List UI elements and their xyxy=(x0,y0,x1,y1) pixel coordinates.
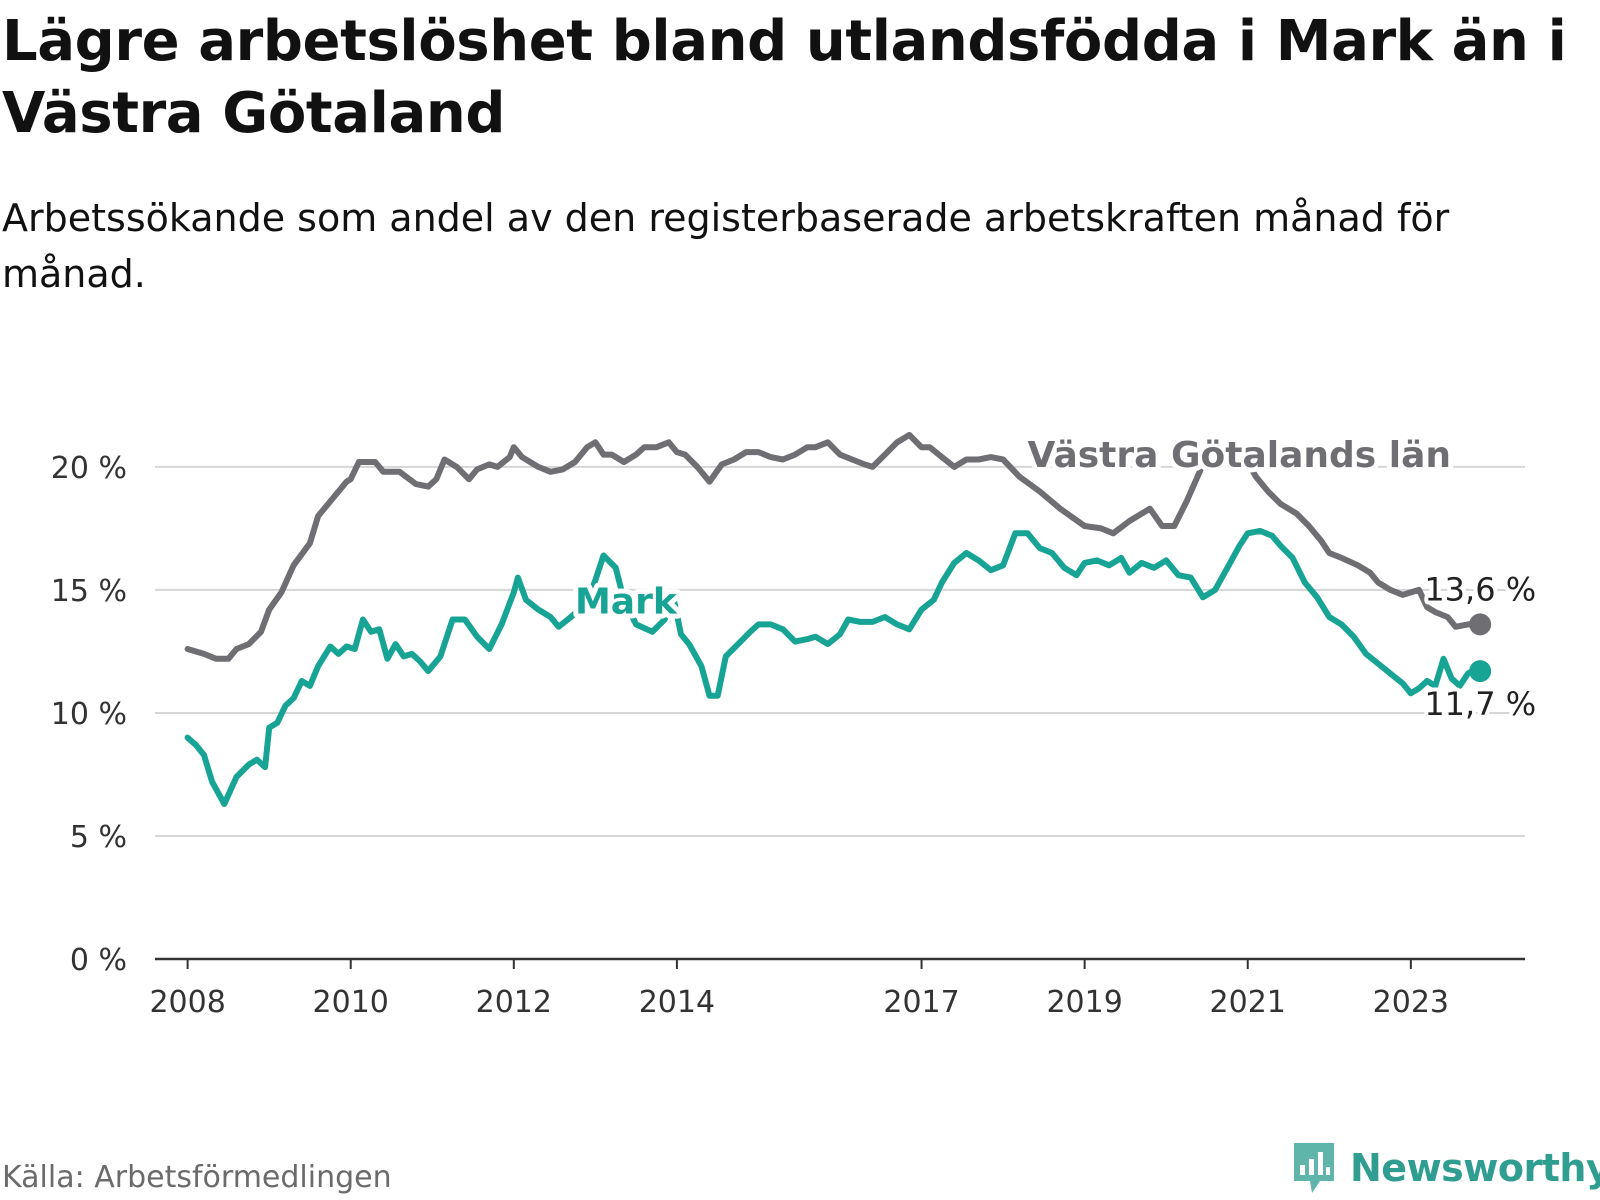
x-tick-label: 2010 xyxy=(313,985,389,1020)
y-tick-label: 0 % xyxy=(70,943,127,978)
series-label-1: Mark xyxy=(575,581,678,622)
bar-chart-logo-icon xyxy=(1294,1143,1334,1193)
x-tick-label: 2017 xyxy=(883,985,959,1020)
x-tick-label: 2021 xyxy=(1210,985,1286,1020)
end-value-label-0: 13,6 % xyxy=(1424,570,1536,608)
chart-title: Lägre arbetslöshet bland utlandsfödda i … xyxy=(2,9,1567,146)
end-label-halo: 11,7 % xyxy=(1424,685,1536,723)
x-tick-label: 2019 xyxy=(1046,985,1122,1020)
y-axis-ticks: 0 % 5 % 10 % 15 % 20 % xyxy=(51,451,127,978)
series-label-halo: Mark xyxy=(575,581,678,622)
x-tick-label: 2023 xyxy=(1373,985,1449,1020)
x-tick-label: 2014 xyxy=(639,985,715,1020)
y-tick-label: 10 % xyxy=(51,697,127,732)
source-note: Källa: Arbetsförmedlingen xyxy=(2,1160,392,1195)
series-lines xyxy=(184,431,1492,807)
series-label-halo: Västra Götalands län xyxy=(1028,435,1451,476)
end-value-label-1: 11,7 % xyxy=(1424,685,1536,723)
gridlines xyxy=(155,465,1525,837)
x-tick-label: 2012 xyxy=(476,985,552,1020)
series-end-marker-0 xyxy=(1469,613,1492,636)
brand-name: Newsworthy xyxy=(1350,1146,1600,1190)
series-line-0 xyxy=(184,431,1484,662)
end-label-halo: 13,6 % xyxy=(1424,570,1536,608)
chart-subtitle: Arbetssökande som andel av den registerb… xyxy=(2,196,1450,296)
y-tick-label: 5 % xyxy=(70,820,127,855)
brand-logo: Newsworthy xyxy=(1290,1138,1600,1198)
x-axis: 2008 2010 2012 2014 2017 2019 2021 2023 xyxy=(149,957,1525,1020)
series-end-marker-1 xyxy=(1469,660,1492,683)
y-tick-label: 20 % xyxy=(51,451,127,486)
series-line-1 xyxy=(184,527,1484,807)
x-tick-label: 2008 xyxy=(149,985,225,1020)
series-label-0: Västra Götalands län xyxy=(1028,435,1451,476)
y-tick-label: 15 % xyxy=(51,574,127,609)
